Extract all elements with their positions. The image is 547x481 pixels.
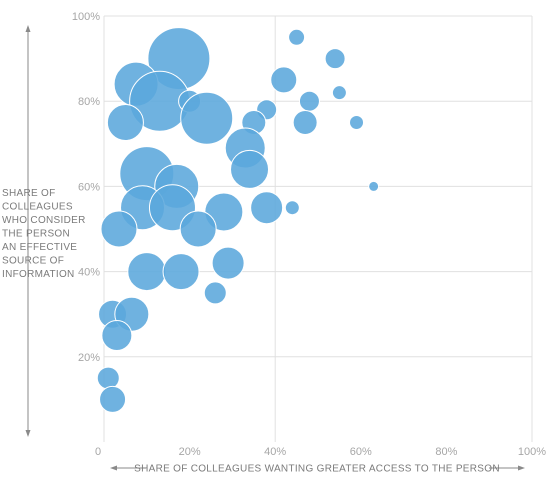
x-tick-label: 100%	[518, 446, 546, 458]
bubble	[349, 115, 365, 130]
y-tick-label: 60%	[78, 181, 100, 193]
bubble	[203, 281, 227, 305]
bubble	[180, 91, 234, 145]
bubble	[162, 253, 200, 291]
bubble	[270, 66, 298, 94]
bubble	[288, 28, 306, 46]
bubble	[211, 246, 245, 280]
y-axis-title: SHARE OF COLLEAGUES WHO CONSIDER THE PERSON…	[2, 188, 86, 280]
y-axis-title-line: INFORMATION	[2, 269, 75, 280]
bubble	[298, 90, 320, 112]
bubble	[292, 110, 318, 135]
x-tick-label: 0	[95, 446, 101, 458]
y-tick-label: 80%	[78, 96, 100, 108]
y-tick-label: 100%	[72, 11, 100, 23]
y-axis-title-line: SHARE OF	[2, 188, 56, 199]
x-tick-label: 80%	[435, 446, 457, 458]
bubble	[230, 149, 270, 189]
bubble	[284, 200, 300, 216]
bubble	[179, 210, 217, 248]
x-axis-title: SHARE OF COLLEAGUES WANTING GREATER ACCE…	[134, 464, 500, 475]
bubble	[368, 180, 380, 192]
bubble	[127, 252, 167, 292]
y-axis-title-line: THE PERSON	[2, 229, 70, 240]
bubble	[99, 385, 127, 413]
bubble-layer	[96, 27, 380, 413]
bubble	[324, 48, 346, 70]
x-tick-label: 60%	[350, 446, 372, 458]
bubble	[331, 85, 347, 101]
x-tick-label: 40%	[264, 446, 286, 458]
bubble	[106, 104, 144, 141]
y-axis-title-line: AN EFFECTIVE	[2, 242, 77, 253]
x-tick-label: 20%	[179, 446, 201, 458]
x-axis-arrow	[110, 465, 525, 471]
bubble	[96, 366, 120, 390]
tick-layer: 20% 40% 60% 80% 100% 0 20% 40% 60% 80% 100%	[72, 11, 546, 458]
y-tick-label: 20%	[78, 352, 100, 364]
bubble	[250, 191, 284, 225]
bubble	[100, 210, 138, 248]
y-tick-label: 40%	[78, 267, 100, 279]
y-axis-title-line: SOURCE OF	[2, 256, 64, 267]
y-axis-title-line: WHO CONSIDER	[2, 215, 86, 226]
y-axis-arrow	[25, 25, 31, 437]
bubble	[101, 320, 133, 351]
y-axis-title-line: COLLEAGUES	[2, 202, 73, 213]
